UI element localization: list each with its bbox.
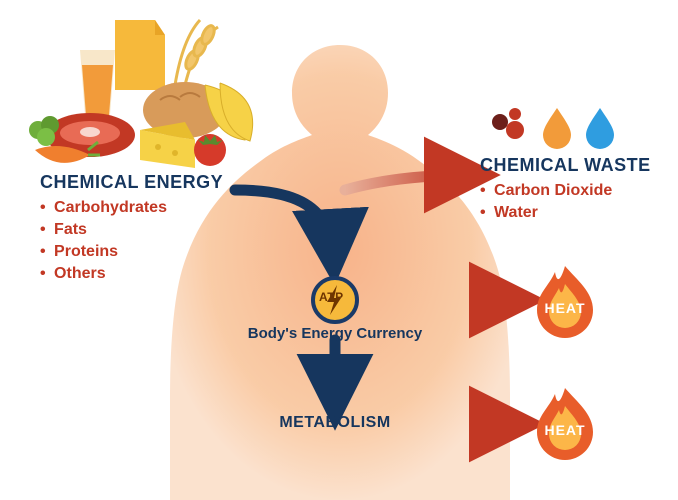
chemical-waste-list: Carbon Dioxide Water bbox=[480, 182, 675, 222]
drop-orange-icon bbox=[543, 108, 571, 149]
drop-blue-icon bbox=[586, 108, 614, 149]
bullet-others: Others bbox=[40, 265, 250, 283]
bullet-fats: Fats bbox=[40, 221, 250, 239]
chemical-energy-list: Carbohydrates Fats Proteins Others bbox=[40, 199, 250, 283]
bullet-co2: Carbon Dioxide bbox=[480, 182, 675, 200]
molecule-icon bbox=[492, 108, 524, 139]
banana-icon bbox=[205, 83, 253, 141]
bullet-water: Water bbox=[480, 204, 675, 222]
chemical-waste-block: CHEMICAL WASTE Carbon Dioxide Water bbox=[480, 155, 675, 226]
food-cluster bbox=[20, 15, 270, 175]
chemical-energy-title: CHEMICAL ENERGY bbox=[40, 172, 250, 193]
tomato-icon bbox=[194, 134, 226, 166]
chemical-energy-block: CHEMICAL ENERGY Carbohydrates Fats Prote… bbox=[40, 172, 250, 287]
waste-icons bbox=[485, 100, 645, 150]
bullet-carbohydrates: Carbohydrates bbox=[40, 199, 250, 217]
metabolism-label: METABOLISM bbox=[260, 414, 410, 432]
wheat-icon bbox=[175, 20, 218, 85]
juice-icon bbox=[80, 50, 115, 115]
heat-label-2: HEAT bbox=[525, 422, 605, 438]
atp-label: ATP bbox=[319, 290, 344, 304]
cheese-icon bbox=[140, 122, 195, 168]
heat-label-1: HEAT bbox=[525, 300, 605, 316]
atp-caption: Body's Energy Currency bbox=[240, 325, 430, 342]
chemical-waste-title: CHEMICAL WASTE bbox=[480, 155, 675, 176]
bullet-proteins: Proteins bbox=[40, 243, 250, 261]
